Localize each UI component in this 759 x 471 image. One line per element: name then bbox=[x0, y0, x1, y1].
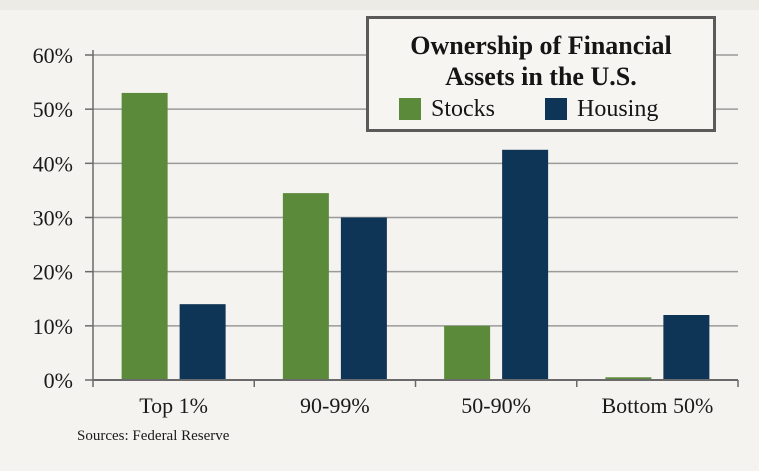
legend-swatch-housing bbox=[545, 98, 567, 120]
y-tick-label: 50% bbox=[33, 97, 73, 122]
legend-item-stocks: Stocks bbox=[399, 95, 496, 122]
chart-title-line-1: Ownership of Financial bbox=[410, 31, 672, 60]
y-tick-label: 10% bbox=[33, 314, 73, 339]
bar-housing-0 bbox=[179, 304, 226, 380]
bar-housing-1 bbox=[340, 217, 387, 380]
y-tick-label: 60% bbox=[33, 43, 73, 68]
y-tick-label: 40% bbox=[33, 151, 73, 176]
top-strip bbox=[0, 0, 759, 10]
bar-housing-2 bbox=[502, 149, 549, 380]
bar-housing-3 bbox=[663, 315, 710, 380]
x-category-label: 90-99% bbox=[300, 393, 370, 418]
legend-label-housing: Housing bbox=[577, 95, 659, 122]
x-axis-category-labels: Top 1% 90-99% 50-90% Bottom 50% bbox=[139, 393, 713, 418]
bar-stocks-2 bbox=[444, 325, 491, 380]
x-category-label: 50-90% bbox=[461, 393, 531, 418]
legend-swatch-stocks bbox=[399, 98, 421, 120]
legend-label-stocks: Stocks bbox=[431, 95, 496, 122]
source-note: Sources: Federal Reserve bbox=[77, 428, 230, 444]
legend: Ownership of Financial Assets in the U.S… bbox=[366, 16, 716, 132]
bars bbox=[121, 92, 710, 381]
bar-stocks-0 bbox=[121, 92, 168, 381]
y-axis-tick-labels: 0% 10% 20% 30% 40% 50% 60% bbox=[33, 43, 73, 393]
legend-item-housing: Housing bbox=[545, 95, 659, 122]
chart-title-line-2: Assets in the U.S. bbox=[445, 62, 637, 91]
axes bbox=[92, 50, 739, 387]
y-tick-label: 0% bbox=[44, 368, 73, 393]
bar-stocks-3 bbox=[605, 377, 652, 380]
x-category-label: Bottom 50% bbox=[601, 393, 713, 418]
x-category-label: Top 1% bbox=[139, 393, 208, 418]
y-tick-label: 20% bbox=[33, 260, 73, 285]
y-tick-label: 30% bbox=[33, 206, 73, 231]
bar-stocks-1 bbox=[282, 193, 329, 380]
